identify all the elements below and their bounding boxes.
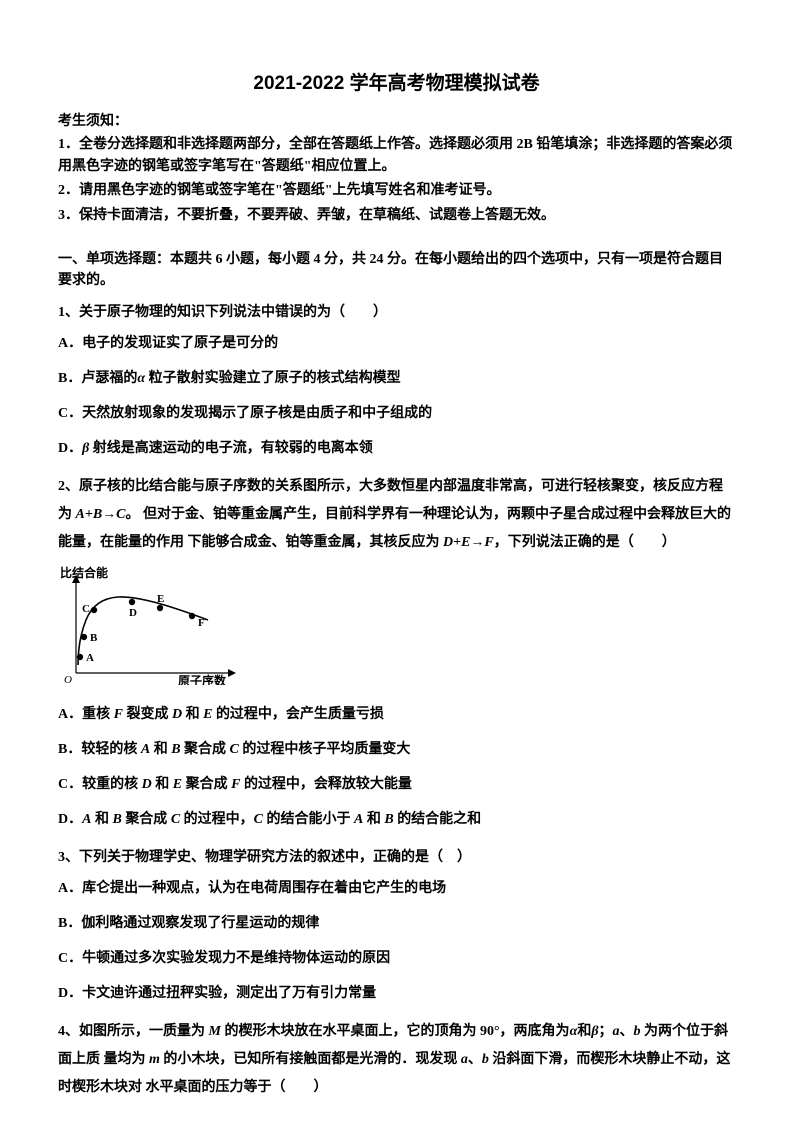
q2-line1-post: 。 [126, 507, 140, 522]
q4-M: M [209, 1024, 221, 1039]
q2-eq1: A+B→C [76, 507, 126, 522]
q1-b-alpha: α [137, 371, 145, 386]
q2-stem: 2、原子核的比结合能与原子序数的关系图所示，大多数恒星内部温度非常高，可进行轻核… [58, 473, 735, 557]
q2c-d: D [142, 777, 152, 792]
q2d-5: 的结合能小于 [263, 812, 354, 827]
q2c-e: E [173, 777, 182, 792]
q3-option-b: B．伽利略通过观察发现了行星运动的规律 [58, 913, 735, 934]
q2c-1: C．较重的核 [58, 777, 142, 792]
q2d-4: 的过程中， [180, 812, 254, 827]
q4-4: ； [598, 1024, 612, 1039]
q2a-1: A．重核 [58, 707, 114, 722]
q4-7: 量均为 [104, 1052, 150, 1067]
q2d-6: 和 [363, 812, 384, 827]
q4-1: 4、如图所示，一质量为 [58, 1024, 209, 1039]
svg-text:D: D [129, 607, 137, 619]
q2a-d: D [172, 707, 182, 722]
q1-b-post: 粒子散射实验建立了原子的核式结构模型 [145, 371, 401, 386]
q2b-c: C [230, 742, 239, 757]
q4-11: 水平桌面的压力等于（ ） [146, 1080, 328, 1095]
q2a-2: 裂变成 [123, 707, 172, 722]
q4-8: 的小木块，已知所有接触面都是光滑的．现发现 [160, 1052, 461, 1067]
svg-text:C: C [82, 603, 90, 615]
q2d-1: D． [58, 812, 82, 827]
svg-text:E: E [157, 593, 164, 605]
q1-b-pre: B．卢瑟福的 [58, 371, 137, 386]
q3-stem: 3、下列关于物理学史、物理学研究方法的叙述中，正确的是（ ） [58, 844, 735, 872]
q1-option-c: C．天然放射现象的发现揭示了原子核是由质子和中子组成的 [58, 403, 735, 424]
binding-energy-chart: AB C D E F 比结合能原子序数 O [58, 565, 735, 692]
q1-d-pre: D． [58, 441, 82, 456]
q2-option-d: D．A 和 B 聚合成 C 的过程中，C 的结合能小于 A 和 B 的结合能之和 [58, 809, 735, 830]
q2a-3: 和 [182, 707, 203, 722]
notice-item-1: 1．全卷分选择题和非选择题两部分，全部在答题纸上作答。选择题必须用 2B 铅笔填… [58, 134, 735, 179]
q2d-3: 聚合成 [122, 812, 171, 827]
svg-text:比结合能: 比结合能 [60, 565, 108, 580]
q2d-2: 和 [91, 812, 112, 827]
q2-option-c: C．较重的核 D 和 E 聚合成 F 的过程中，会释放较大能量 [58, 774, 735, 795]
svg-text:F: F [198, 617, 205, 629]
q1-option-b: B．卢瑟福的α 粒子散射实验建立了原子的核式结构模型 [58, 368, 735, 389]
q4-9: 、 [468, 1052, 482, 1067]
q2b-1: B．较轻的核 [58, 742, 141, 757]
page-title: 2021-2022 学年高考物理模拟试卷 [58, 70, 735, 99]
q4-b2: b [482, 1052, 489, 1067]
q2b-3: 聚合成 [181, 742, 230, 757]
q4-a2: a [461, 1052, 468, 1067]
q4-stem: 4、如图所示，一质量为 M 的楔形木块放在水平桌面上，它的顶角为 90°，两底角… [58, 1018, 735, 1102]
q2-option-b: B．较轻的核 A 和 B 聚合成 C 的过程中核子平均质量变大 [58, 739, 735, 760]
chart-svg: AB C D E F 比结合能原子序数 O [58, 565, 248, 685]
q3-option-a: A．库仑提出一种观点，认为在电荷周围存在着由它产生的电场 [58, 878, 735, 899]
q4-2: 的楔形木块放在水平桌面上，它的顶角为 90°，两底角为 [221, 1024, 570, 1039]
q2c-2: 和 [152, 777, 173, 792]
q2b-a: A [141, 742, 150, 757]
q2d-a2: A [354, 812, 363, 827]
q2-line3-post: ，下列说法正确的是（ ） [494, 535, 676, 550]
q2c-3: 聚合成 [182, 777, 231, 792]
svg-text:原子序数: 原子序数 [178, 673, 227, 685]
q1-d-post: 射线是高速运动的电子流，有较弱的电离本领 [89, 441, 373, 456]
q2a-f: F [114, 707, 123, 722]
svg-text:A: A [86, 652, 94, 664]
notice-item-2: 2．请用黑色字迹的钢笔或签字笔在"答题纸"上先填写姓名和准考证号。 [58, 180, 735, 202]
q2d-c2: C [254, 812, 263, 827]
q2d-7: 的结合能之和 [394, 812, 482, 827]
q2b-4: 的过程中核子平均质量变大 [239, 742, 411, 757]
svg-text:O: O [64, 674, 72, 685]
notice-heading: 考生须知： [58, 111, 735, 132]
svg-text:B: B [90, 632, 98, 644]
q1-stem: 1、关于原子物理的知识下列说法中错误的为（ ） [58, 299, 735, 327]
q2b-b: B [171, 742, 180, 757]
q2-line3-pre: 下能够合成金、铂等重金属，其核反应为 [188, 535, 444, 550]
notice-item-3: 3．保持卡面清洁，不要折叠，不要弄破、弄皱，在草稿纸、试题卷上答题无效。 [58, 205, 735, 227]
section-one-header: 一、单项选择题：本题共 6 小题，每小题 4 分，共 24 分。在每小题给出的四… [58, 249, 735, 291]
q4-3: 和 [577, 1024, 591, 1039]
q1-option-a: A．电子的发现证实了原子是可分的 [58, 333, 735, 354]
q1-option-d: D．β 射线是高速运动的电子流，有较弱的电离本领 [58, 438, 735, 459]
q2-eq2: D+E→F [443, 535, 494, 550]
q2b-2: 和 [150, 742, 171, 757]
q2-option-a: A．重核 F 裂变成 D 和 E 的过程中，会产生质量亏损 [58, 704, 735, 725]
q2d-b2: B [384, 812, 393, 827]
q2d-b: B [112, 812, 121, 827]
q4-5: 、 [619, 1024, 633, 1039]
q3-option-d: D．卡文迪许通过扭秤实验，测定出了万有引力常量 [58, 983, 735, 1004]
q4-m: m [149, 1052, 160, 1067]
q2d-c: C [171, 812, 180, 827]
q2c-4: 的过程中，会释放较大能量 [240, 777, 412, 792]
q2a-4: 的过程中，会产生质量亏损 [212, 707, 384, 722]
q3-option-c: C．牛顿通过多次实验发现力不是维持物体运动的原因 [58, 948, 735, 969]
